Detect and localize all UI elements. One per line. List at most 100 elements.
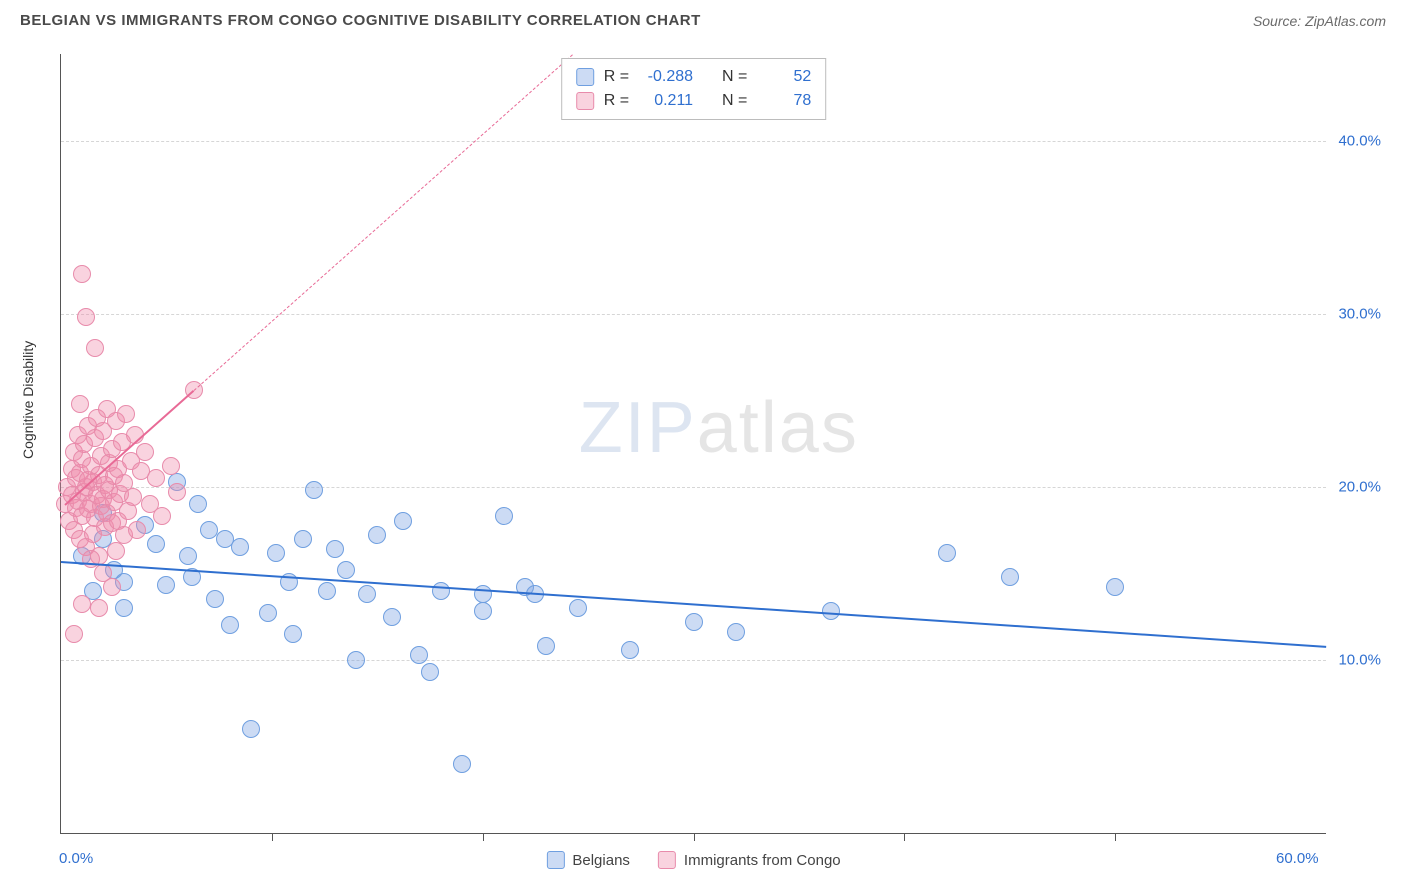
data-point-congo xyxy=(168,483,186,501)
r-value-belgians: -0.288 xyxy=(639,65,693,89)
watermark-atlas: atlas xyxy=(697,388,859,468)
data-point-belgians xyxy=(115,599,133,617)
data-point-belgians xyxy=(284,625,302,643)
data-point-belgians xyxy=(938,544,956,562)
data-point-belgians xyxy=(294,530,312,548)
y-axis-label: Cognitive Disability xyxy=(20,341,36,459)
chart-container: Cognitive Disability ZIPatlas R = -0.288… xyxy=(20,44,1386,874)
data-point-belgians xyxy=(189,495,207,513)
data-point-congo xyxy=(136,443,154,461)
gridline-h xyxy=(61,141,1326,142)
r-label: R = xyxy=(604,65,629,89)
legend-stats-row-1: R = -0.288 N = 52 xyxy=(576,65,812,89)
legend-label-congo: Immigrants from Congo xyxy=(684,852,841,869)
data-point-belgians xyxy=(685,613,703,631)
data-point-belgians xyxy=(383,608,401,626)
swatch-congo xyxy=(658,851,676,869)
data-point-belgians xyxy=(267,544,285,562)
data-point-congo xyxy=(117,405,135,423)
gridline-h xyxy=(61,487,1326,488)
x-tick-label: 60.0% xyxy=(1276,850,1319,867)
data-point-congo xyxy=(73,265,91,283)
x-tick xyxy=(483,833,484,841)
data-point-congo xyxy=(82,550,100,568)
chart-title: BELGIAN VS IMMIGRANTS FROM CONGO COGNITI… xyxy=(20,12,701,29)
legend-stats-row-2: R = 0.211 N = 78 xyxy=(576,89,812,113)
x-tick xyxy=(694,833,695,841)
data-point-belgians xyxy=(242,720,260,738)
data-point-congo xyxy=(103,578,121,596)
n-label: N = xyxy=(722,89,747,113)
data-point-belgians xyxy=(368,526,386,544)
x-tick xyxy=(904,833,905,841)
data-point-belgians xyxy=(347,651,365,669)
n-value-belgians: 52 xyxy=(757,65,811,89)
legend-item-belgians: Belgians xyxy=(546,851,630,869)
data-point-belgians xyxy=(474,602,492,620)
n-label: N = xyxy=(722,65,747,89)
data-point-congo xyxy=(90,599,108,617)
gridline-h xyxy=(61,660,1326,661)
data-point-congo xyxy=(65,625,83,643)
trend-line xyxy=(61,561,1326,648)
data-point-belgians xyxy=(410,646,428,664)
data-point-belgians xyxy=(337,561,355,579)
data-point-belgians xyxy=(318,582,336,600)
swatch-congo xyxy=(576,92,594,110)
plot-area: ZIPatlas R = -0.288 N = 52 R = 0.211 N =… xyxy=(60,54,1326,834)
data-point-belgians xyxy=(1106,578,1124,596)
data-point-belgians xyxy=(432,582,450,600)
data-point-congo xyxy=(107,542,125,560)
data-point-congo xyxy=(73,595,91,613)
y-tick-label: 30.0% xyxy=(1338,305,1381,322)
data-point-congo xyxy=(124,488,142,506)
data-point-belgians xyxy=(179,547,197,565)
data-point-belgians xyxy=(495,507,513,525)
data-point-congo xyxy=(132,462,150,480)
data-point-congo xyxy=(77,308,95,326)
swatch-belgians xyxy=(546,851,564,869)
data-point-congo xyxy=(128,521,146,539)
data-point-belgians xyxy=(394,512,412,530)
y-tick-label: 40.0% xyxy=(1338,132,1381,149)
data-point-belgians xyxy=(421,663,439,681)
x-tick xyxy=(1115,833,1116,841)
legend-item-congo: Immigrants from Congo xyxy=(658,851,841,869)
data-point-belgians xyxy=(147,535,165,553)
data-point-belgians xyxy=(305,481,323,499)
x-tick-label: 0.0% xyxy=(59,850,93,867)
data-point-belgians xyxy=(206,590,224,608)
trend-line xyxy=(193,54,572,391)
data-point-belgians xyxy=(474,585,492,603)
y-tick-label: 10.0% xyxy=(1338,651,1381,668)
legend-stats: R = -0.288 N = 52 R = 0.211 N = 78 xyxy=(561,58,827,120)
r-value-congo: 0.211 xyxy=(639,89,693,113)
data-point-belgians xyxy=(569,599,587,617)
watermark: ZIPatlas xyxy=(579,387,859,469)
y-tick-label: 20.0% xyxy=(1338,478,1381,495)
watermark-zip: ZIP xyxy=(579,388,697,468)
data-point-belgians xyxy=(621,641,639,659)
swatch-belgians xyxy=(576,68,594,86)
data-point-belgians xyxy=(157,576,175,594)
data-point-belgians xyxy=(259,604,277,622)
legend-series: Belgians Immigrants from Congo xyxy=(546,851,840,869)
data-point-belgians xyxy=(358,585,376,603)
data-point-belgians xyxy=(727,623,745,641)
x-tick xyxy=(272,833,273,841)
data-point-belgians xyxy=(453,755,471,773)
data-point-congo xyxy=(162,457,180,475)
data-point-congo xyxy=(86,339,104,357)
data-point-belgians xyxy=(537,637,555,655)
n-value-congo: 78 xyxy=(757,89,811,113)
chart-source: Source: ZipAtlas.com xyxy=(1253,13,1386,29)
r-label: R = xyxy=(604,89,629,113)
data-point-belgians xyxy=(1001,568,1019,586)
legend-label-belgians: Belgians xyxy=(572,852,630,869)
data-point-belgians xyxy=(221,616,239,634)
data-point-congo xyxy=(153,507,171,525)
data-point-congo xyxy=(71,395,89,413)
data-point-belgians xyxy=(326,540,344,558)
data-point-belgians xyxy=(231,538,249,556)
data-point-belgians xyxy=(200,521,218,539)
